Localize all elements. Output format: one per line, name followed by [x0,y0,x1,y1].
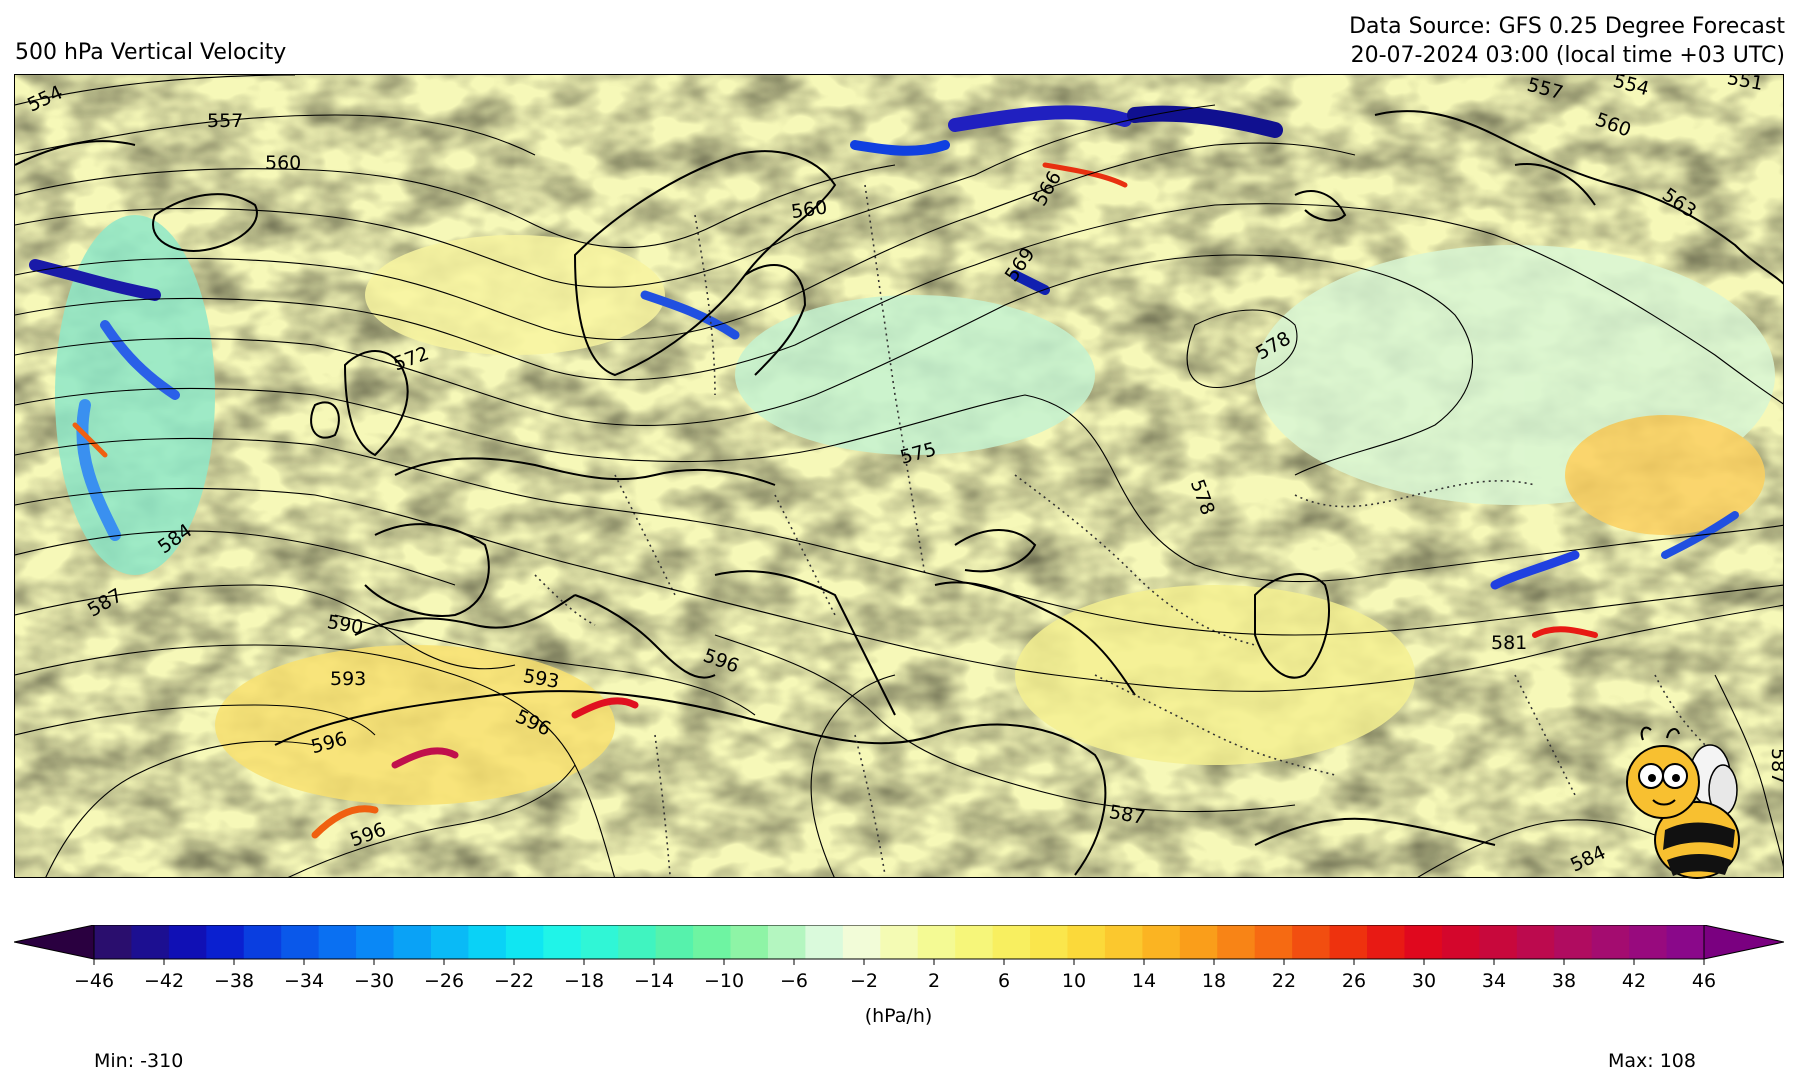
colorbar-swatch [505,925,544,959]
colorbar-swatch [1030,925,1068,959]
forecast-datetime: 20-07-2024 03:00 (local time +03 UTC) [1350,43,1785,68]
colorbar-swatch [206,925,245,959]
colorbar-swatch [618,925,657,959]
colorbar-swatch [1441,925,1480,959]
colorbar-tick-label: 42 [1622,970,1646,992]
colorbar-tick-label: 34 [1482,970,1506,992]
colorbar-tick-label: −6 [780,970,808,992]
chart-header-right: Data Source: GFS 0.25 Degree Forecast 20… [1349,12,1785,70]
contour-label: 551 [1725,75,1765,95]
map-panel: 554 557 560 560 566 569 575 578 578 584 … [14,74,1784,878]
colorbar-frame [93,925,1705,960]
colorbar-swatch [1367,925,1405,959]
colorbar-tick-label: 6 [998,970,1010,992]
colorbar-swatch [1067,925,1106,959]
colorbar-swatch [430,925,469,959]
colorbar-tick-label: −38 [214,970,254,992]
colorbar-swatch [842,925,881,959]
contour-label: 593 [330,668,366,690]
colorbar-tick-label: −22 [494,970,534,992]
colorbar-tick-label: 14 [1132,970,1156,992]
colorbar-swatch [730,925,769,959]
colorbar-extend-min [14,925,95,960]
borders [534,184,1716,876]
bee-mascot-icon [1626,726,1740,879]
colorbar-tick-label: 38 [1552,970,1576,992]
contour-label: 560 [790,196,829,223]
min-value: Min: -310 [94,1050,184,1072]
colorbar-swatch [805,925,844,959]
colorbar-swatch [1329,925,1368,959]
colorbar-swatch [131,925,170,959]
colorbar-swatch [393,925,432,959]
colorbar-tick-label: 2 [928,970,940,992]
colorbar-swatch [168,925,207,959]
colorbar-unit: (hPa/h) [864,1005,933,1027]
contour-label: 587 [1767,748,1784,784]
colorbar-swatch [955,925,994,959]
colorbar-tick-label: −42 [144,970,184,992]
colorbar-swatch [767,925,806,959]
colorbar-tick-label: −2 [850,970,878,992]
colorbar-tick-label: −26 [424,970,464,992]
colorbar-swatch [1554,925,1593,959]
colorbar-swatch [655,925,694,959]
colorbar-swatch [1217,925,1256,959]
colorbar-tick-label: −18 [564,970,604,992]
max-value: Max: 108 [1608,1050,1696,1072]
colorbar-swatch [1254,925,1293,959]
contour-label: 581 [1491,632,1527,654]
colorbar: −46 −42 −38 −34 −30 −26 −22 −18 −14 −10 −6 −2 2 6 10 14… [14,925,1784,992]
colorbar-swatch [1292,925,1331,959]
colorbar-swatch [580,925,619,959]
colorbar-tick-label: 30 [1412,970,1436,992]
colorbar-swatch [992,925,1031,959]
colorbar-tick-label: −46 [74,970,114,992]
colorbar-swatch [880,925,919,959]
colorbar-swatch [1516,925,1555,959]
colorbar-swatch [1179,925,1218,959]
colorbar-tick-label: 22 [1272,970,1296,992]
height-contours [15,75,1783,877]
colorbar-tick-label: 46 [1692,970,1716,992]
colorbar-swatch [281,925,320,959]
map-canvas: 554 557 560 560 566 569 575 578 578 584 … [15,75,1784,877]
colorbar-swatch [356,925,395,959]
colorbar-swatch [1142,925,1181,959]
colorbar-swatch [468,925,507,959]
colorbar-swatch [1404,925,1443,959]
colorbar-swatch [1479,925,1518,959]
colorbar-tick-label: −14 [634,970,674,992]
colorbar-extend-max [1703,925,1784,960]
contour-label: 557 [207,110,243,132]
colorbar-tick-label: 18 [1202,970,1226,992]
colorbar-tick-label: −10 [704,970,744,992]
colorbar-tick-label: 10 [1062,970,1086,992]
coastlines [15,110,1783,876]
colorbar-swatch [94,925,132,959]
colorbar-swatch [1666,925,1705,959]
colorbar-swatch [543,925,582,959]
velocity-streaks [29,105,1739,839]
data-source: Data Source: GFS 0.25 Degree Forecast [1349,14,1785,39]
colorbar-tick-label: −30 [354,970,394,992]
colorbar-swatch [1629,925,1668,959]
colorbar-swatch [1591,925,1630,959]
colorbar-tick-label: −34 [284,970,324,992]
colorbar-swatch [917,925,956,959]
colorbar-swatch [318,925,357,959]
contour-label: 560 [265,152,301,174]
colorbar-tick-label: 26 [1342,970,1366,992]
colorbar-swatch [1104,925,1143,959]
colorbar-swatch [243,925,282,959]
colorbar-swatch [693,925,732,959]
chart-title: 500 hPa Vertical Velocity [15,40,287,65]
